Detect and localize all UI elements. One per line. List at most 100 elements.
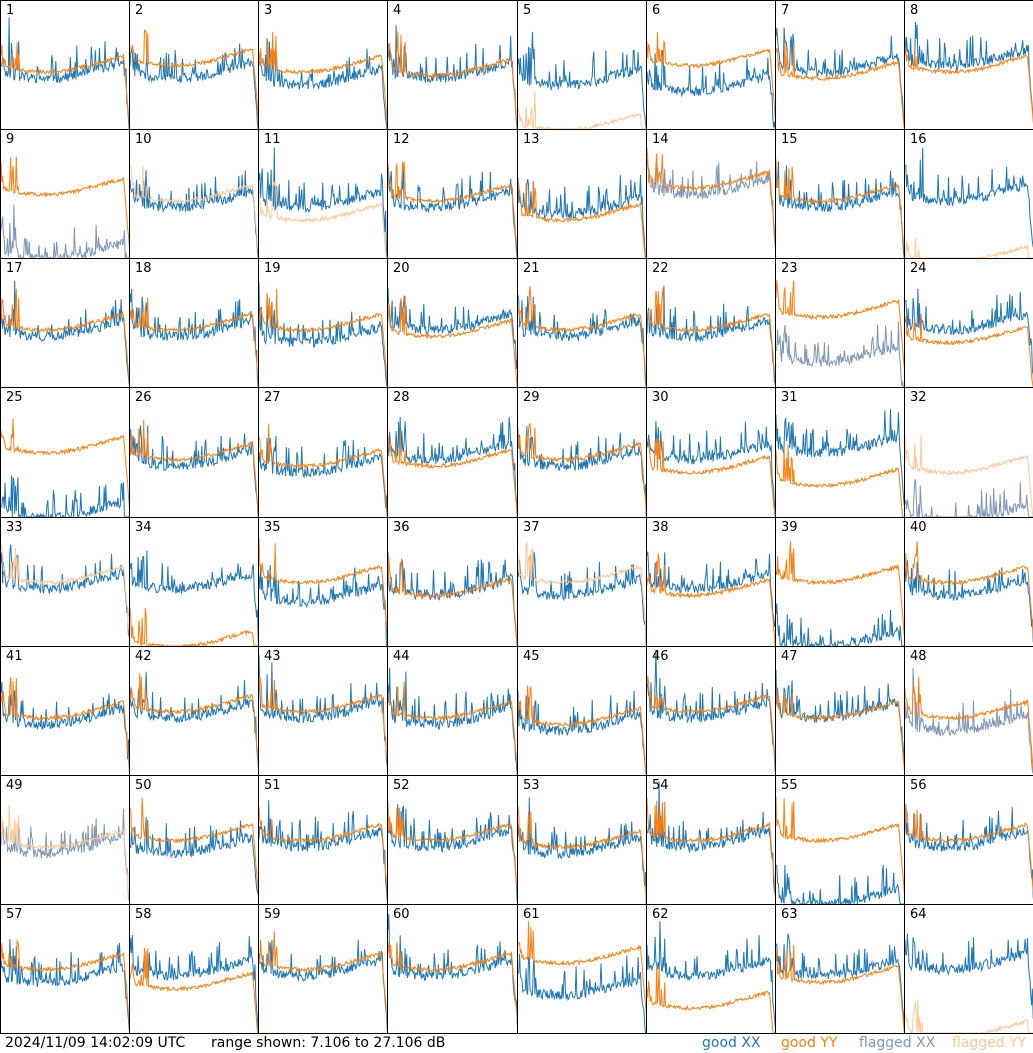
panel-6-yy-trace [647,32,775,121]
panel-62-plot [647,921,775,1033]
panel-13-yy-trace [518,181,646,258]
panel-62: 62 [646,904,776,1034]
panel-37-yy-trace [518,541,646,638]
panel-25-label: 25 [6,390,23,405]
panel-37-label: 37 [523,520,540,535]
panel-62-xx-trace [647,921,775,1029]
panel-36-label: 36 [393,520,410,535]
panel-5-label: 5 [523,3,532,18]
panel-31-xx-trace [776,409,904,507]
panel-34-xx-trace [130,550,258,642]
panel-46-plot [647,649,775,773]
panel-48: 48 [904,646,1033,776]
panel-4-xx-trace [388,25,517,129]
panel-55: 55 [775,775,905,905]
panel-56-xx-trace [905,807,1033,900]
panel-43-plot [259,654,387,770]
panel-54-yy-trace [647,798,775,896]
panel-33-label: 33 [6,520,23,535]
panel-32: 32 [904,387,1033,518]
panel-19: 19 [258,258,388,388]
panel-47-plot [776,669,904,771]
panel-29-label: 29 [523,390,540,405]
panel-9-xx-trace [1,204,129,258]
panel-51: 51 [258,775,388,905]
panel-27-plot [259,423,387,517]
panel-47-xx-trace [776,669,904,762]
panel-52-xx-trace [388,804,517,903]
panel-26-yy-trace [130,419,258,514]
panel-20-yy-trace [388,295,517,387]
panel-18-plot [130,288,258,387]
panel-29-yy-trace [518,422,646,514]
panel-22-plot [647,285,775,386]
panel-41-label: 41 [6,649,23,664]
panel-64-yy-trace [905,999,1033,1033]
panel-34: 34 [129,517,259,647]
panel-34-label: 34 [135,520,152,535]
panel-17: 17 [0,258,130,388]
panel-52-label: 52 [393,778,410,793]
panel-24-xx-trace [905,288,1033,380]
panel-42-plot [130,671,258,770]
panel-41-xx-trace [1,681,129,767]
legend-flagged-yy: flagged YY [952,1035,1027,1051]
panel-4-yy-trace [388,31,517,128]
panel-20-label: 20 [393,261,410,276]
panel-5-plot [518,31,646,129]
panel-59-plot [259,931,387,1032]
panel-63-yy-trace [776,944,904,1033]
panel-51-label: 51 [264,778,281,793]
panel-9-plot [1,156,129,258]
panel-1: 1 [0,0,130,130]
panel-63-label: 63 [781,907,798,922]
panel-19-yy-trace [259,288,387,384]
panel-60: 60 [387,904,518,1034]
panel-30-plot [647,420,775,517]
panel-63-xx-trace [776,933,904,1028]
panel-58: 58 [129,904,259,1034]
panel-32-yy-trace [905,434,1033,517]
panel-30-label: 30 [652,390,669,405]
panel-44-xx-trace [388,667,517,775]
panel-7-xx-trace [776,27,904,124]
panel-30-xx-trace [647,420,775,512]
panel-30: 30 [646,387,776,518]
panel-35: 35 [258,517,388,647]
panel-57: 57 [0,904,130,1034]
panel-30-yy-trace [647,438,775,517]
panel-6: 6 [646,0,776,130]
panel-13-label: 13 [523,132,540,147]
panel-45-xx-trace [518,690,646,775]
panel-14-xx-trace [647,158,775,250]
panel-38-yy-trace [647,553,775,646]
panel-37: 37 [517,517,647,647]
panel-28: 28 [387,387,518,518]
panel-63: 63 [775,904,905,1034]
panel-63-plot [776,933,904,1033]
panel-21-label: 21 [523,261,540,276]
panel-59: 59 [258,904,388,1034]
panel-25: 25 [0,387,130,518]
panel-19-xx-trace [259,281,387,387]
panel-51-plot [259,800,387,902]
panel-53-xx-trace [518,797,646,904]
panel-2: 2 [129,0,259,130]
panel-52-plot [388,801,517,903]
panel-49-label: 49 [6,778,23,793]
panel-26: 26 [129,387,259,518]
panel-59-label: 59 [264,907,281,922]
panel-54-plot [647,781,775,899]
panel-42: 42 [129,646,259,776]
panel-17-yy-trace [1,288,129,383]
panel-16-yy-trace [905,237,1033,258]
panel-47-yy-trace [776,687,904,771]
panel-29-xx-trace [518,426,646,516]
panel-2-xx-trace [130,43,258,129]
panel-47: 47 [775,646,905,776]
panel-33-plot [1,544,129,640]
panel-33: 33 [0,517,130,647]
panel-8-label: 8 [910,3,919,18]
panel-58-yy-trace [130,947,258,1033]
panel-23-xx-trace [776,321,904,387]
